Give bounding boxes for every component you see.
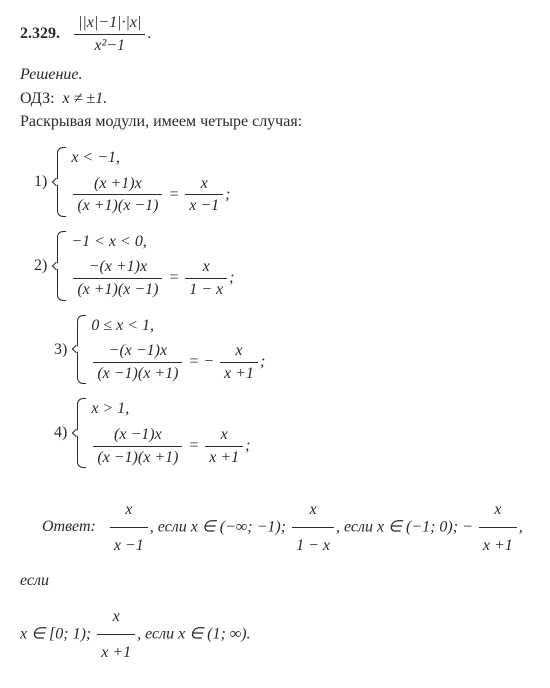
case-label: 1): [34, 171, 47, 193]
case-3: 3) 0 ≤ x < 1, −(x −1)x (x −1)(x +1) = − …: [20, 309, 536, 391]
case-label: 3): [54, 339, 67, 361]
brace-icon: [75, 313, 85, 387]
case-equation: (x +1)x (x +1)(x −1) = x x −1 ;: [71, 173, 230, 217]
brace-icon: [75, 396, 85, 470]
case-label: 4): [54, 422, 67, 444]
case-equation: (x −1)x (x −1)(x +1) = x x +1 ;: [91, 424, 250, 468]
solution-label: Решение.: [20, 64, 536, 86]
case-system: −1 < x < 0, −(x +1)x (x +1)(x −1) = x 1 …: [55, 229, 234, 303]
case-2: 2) −1 < x < 0, −(x +1)x (x +1)(x −1) = x…: [20, 225, 536, 307]
case-system: 0 ≤ x < 1, −(x −1)x (x −1)(x +1) = − x x…: [75, 313, 265, 387]
answer-piece: x x +1: [97, 599, 135, 670]
case-label: 2): [34, 255, 47, 277]
case-condition: 0 ≤ x < 1,: [91, 315, 265, 337]
answer-piece: x x +1: [479, 492, 517, 563]
problem-header: 2.329. ||x|−1|·|x| x²−1 .: [20, 12, 536, 56]
intro: Раскрывая модули, имеем четыре случая:: [20, 111, 536, 133]
case-condition: −1 < x < 0,: [71, 231, 234, 253]
answer-block: Ответ: x x −1 , если x ∈ (−∞; −1); x 1 −…: [20, 492, 536, 670]
case-4: 4) x > 1, (x −1)x (x −1)(x +1) = x x +1 …: [20, 392, 536, 474]
odz-expr: x ≠ ±1.: [63, 90, 108, 107]
problem-expression: ||x|−1|·|x| x²−1: [74, 12, 145, 56]
case-system: x < −1, (x +1)x (x +1)(x −1) = x x −1 ;: [55, 145, 230, 219]
answer-tail: x ∈ [0; 1);: [20, 625, 95, 642]
odz-line: ОДЗ: x ≠ ±1.: [20, 88, 536, 110]
answer-piece: x x −1: [110, 492, 148, 563]
case-1: 1) x < −1, (x +1)x (x +1)(x −1) = x x −1…: [20, 141, 536, 223]
brace-icon: [55, 145, 65, 219]
case-condition: x < −1,: [71, 147, 230, 169]
odz-label: ОДЗ:: [20, 90, 55, 107]
problem-number: 2.329.: [20, 25, 60, 42]
answer-label: Ответ:: [20, 518, 96, 535]
case-equation: −(x +1)x (x +1)(x −1) = x 1 − x ;: [71, 256, 234, 300]
brace-icon: [55, 229, 65, 303]
case-system: x > 1, (x −1)x (x −1)(x +1) = x x +1 ;: [75, 396, 250, 470]
answer-piece: x 1 − x: [292, 492, 334, 563]
case-equation: −(x −1)x (x −1)(x +1) = − x x +1 ;: [91, 340, 265, 384]
page: 2.329. ||x|−1|·|x| x²−1 . Решение. ОДЗ: …: [0, 0, 550, 688]
case-condition: x > 1,: [91, 398, 250, 420]
